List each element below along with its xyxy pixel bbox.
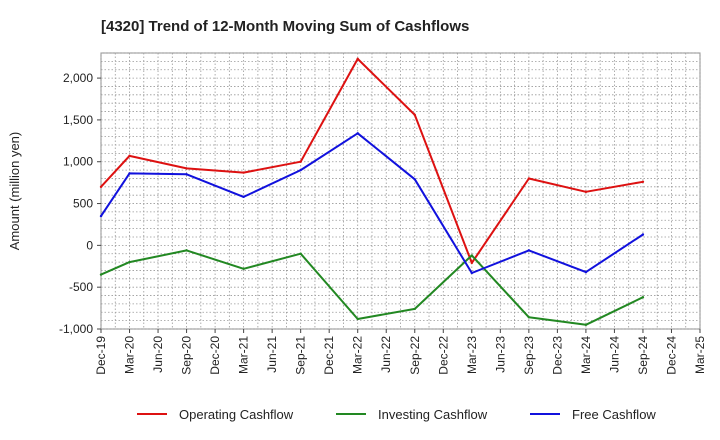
- x-tick-label: Jun-23: [493, 336, 507, 373]
- x-tick-label: Jun-24: [607, 336, 621, 373]
- x-tick-label: Mar-22: [351, 336, 365, 374]
- x-tick-label: Sep-20: [180, 336, 194, 375]
- data-point: [527, 316, 531, 319]
- data-point: [299, 252, 302, 255]
- data-point: [641, 180, 645, 183]
- data-point: [99, 273, 103, 276]
- y-tick-label: -1,000: [59, 322, 93, 336]
- x-tick-label: Mar-20: [123, 336, 137, 374]
- legend-label: Free Cashflow: [572, 407, 656, 422]
- series-lines: [99, 57, 645, 327]
- data-point: [527, 177, 531, 180]
- data-point: [185, 173, 188, 176]
- x-tick-label: Dec-19: [94, 336, 108, 375]
- data-point: [413, 113, 416, 117]
- y-tick-label: 2,000: [63, 71, 93, 85]
- data-point: [242, 195, 245, 199]
- data-point: [99, 214, 103, 218]
- legend-label: Investing Cashflow: [378, 407, 488, 422]
- x-tick-label: Jun-20: [151, 336, 165, 373]
- data-point: [128, 260, 131, 264]
- data-point: [99, 185, 103, 189]
- grid: [100, 52, 701, 330]
- x-tick-label: Sep-22: [408, 336, 422, 375]
- x-tick-label: Dec-23: [550, 336, 564, 375]
- data-point: [128, 154, 131, 158]
- x-tick-label: Sep-23: [522, 336, 536, 375]
- x-tick-label: Jun-22: [379, 336, 393, 373]
- data-point: [299, 168, 302, 172]
- x-tick-label: Mar-24: [579, 336, 593, 374]
- x-tick-label: Mar-23: [465, 336, 479, 374]
- data-point: [356, 317, 359, 321]
- data-point: [470, 254, 474, 257]
- y-axis-label: Amount (million yen): [7, 132, 22, 251]
- data-point: [185, 249, 188, 252]
- x-tick-label: Dec-24: [664, 336, 678, 375]
- y-tick-label: 1,000: [63, 155, 93, 169]
- y-tick-label: -500: [69, 280, 93, 294]
- x-tick-labels: Dec-19 Mar-20 Jun-20 Sep-20 Dec-20 Mar-21 Jun-…: [94, 329, 707, 375]
- x-tick-label: Sep-24: [636, 336, 650, 375]
- data-point: [185, 167, 188, 170]
- y-tick-label: 0: [86, 238, 93, 252]
- chart-title: [4320] Trend of 12-Month Moving Sum of C…: [101, 18, 469, 35]
- data-point: [470, 261, 474, 265]
- x-tick-label: Dec-21: [322, 336, 336, 375]
- x-tick-label: Jun-21: [265, 336, 279, 373]
- x-tick-label: Mar-21: [237, 336, 251, 374]
- data-point: [584, 323, 588, 327]
- data-point: [128, 172, 131, 175]
- data-point: [470, 271, 474, 275]
- data-point: [242, 171, 245, 174]
- data-point: [356, 132, 359, 135]
- y-tick-label: 500: [73, 197, 93, 211]
- data-point: [584, 190, 588, 194]
- data-point: [413, 178, 416, 181]
- y-tick-label: 1,500: [63, 113, 93, 127]
- x-tick-label: Dec-22: [436, 336, 450, 375]
- x-tick-label: Dec-20: [208, 336, 222, 375]
- legend: Operating Cashflow Investing Cashflow Free…: [137, 407, 656, 422]
- data-point: [527, 249, 531, 252]
- y-tick-labels: 2,000 1,500 1,000 500 0 -500 -1,000: [59, 71, 101, 336]
- x-tick-label: Mar-25: [693, 336, 707, 374]
- data-point: [641, 233, 645, 236]
- data-point: [584, 270, 588, 274]
- data-point: [641, 296, 645, 299]
- legend-label: Operating Cashflow: [179, 407, 294, 422]
- data-point: [299, 160, 302, 163]
- data-point: [356, 57, 359, 61]
- data-point: [242, 267, 245, 270]
- data-point: [413, 307, 416, 311]
- x-tick-label: Sep-21: [294, 336, 308, 375]
